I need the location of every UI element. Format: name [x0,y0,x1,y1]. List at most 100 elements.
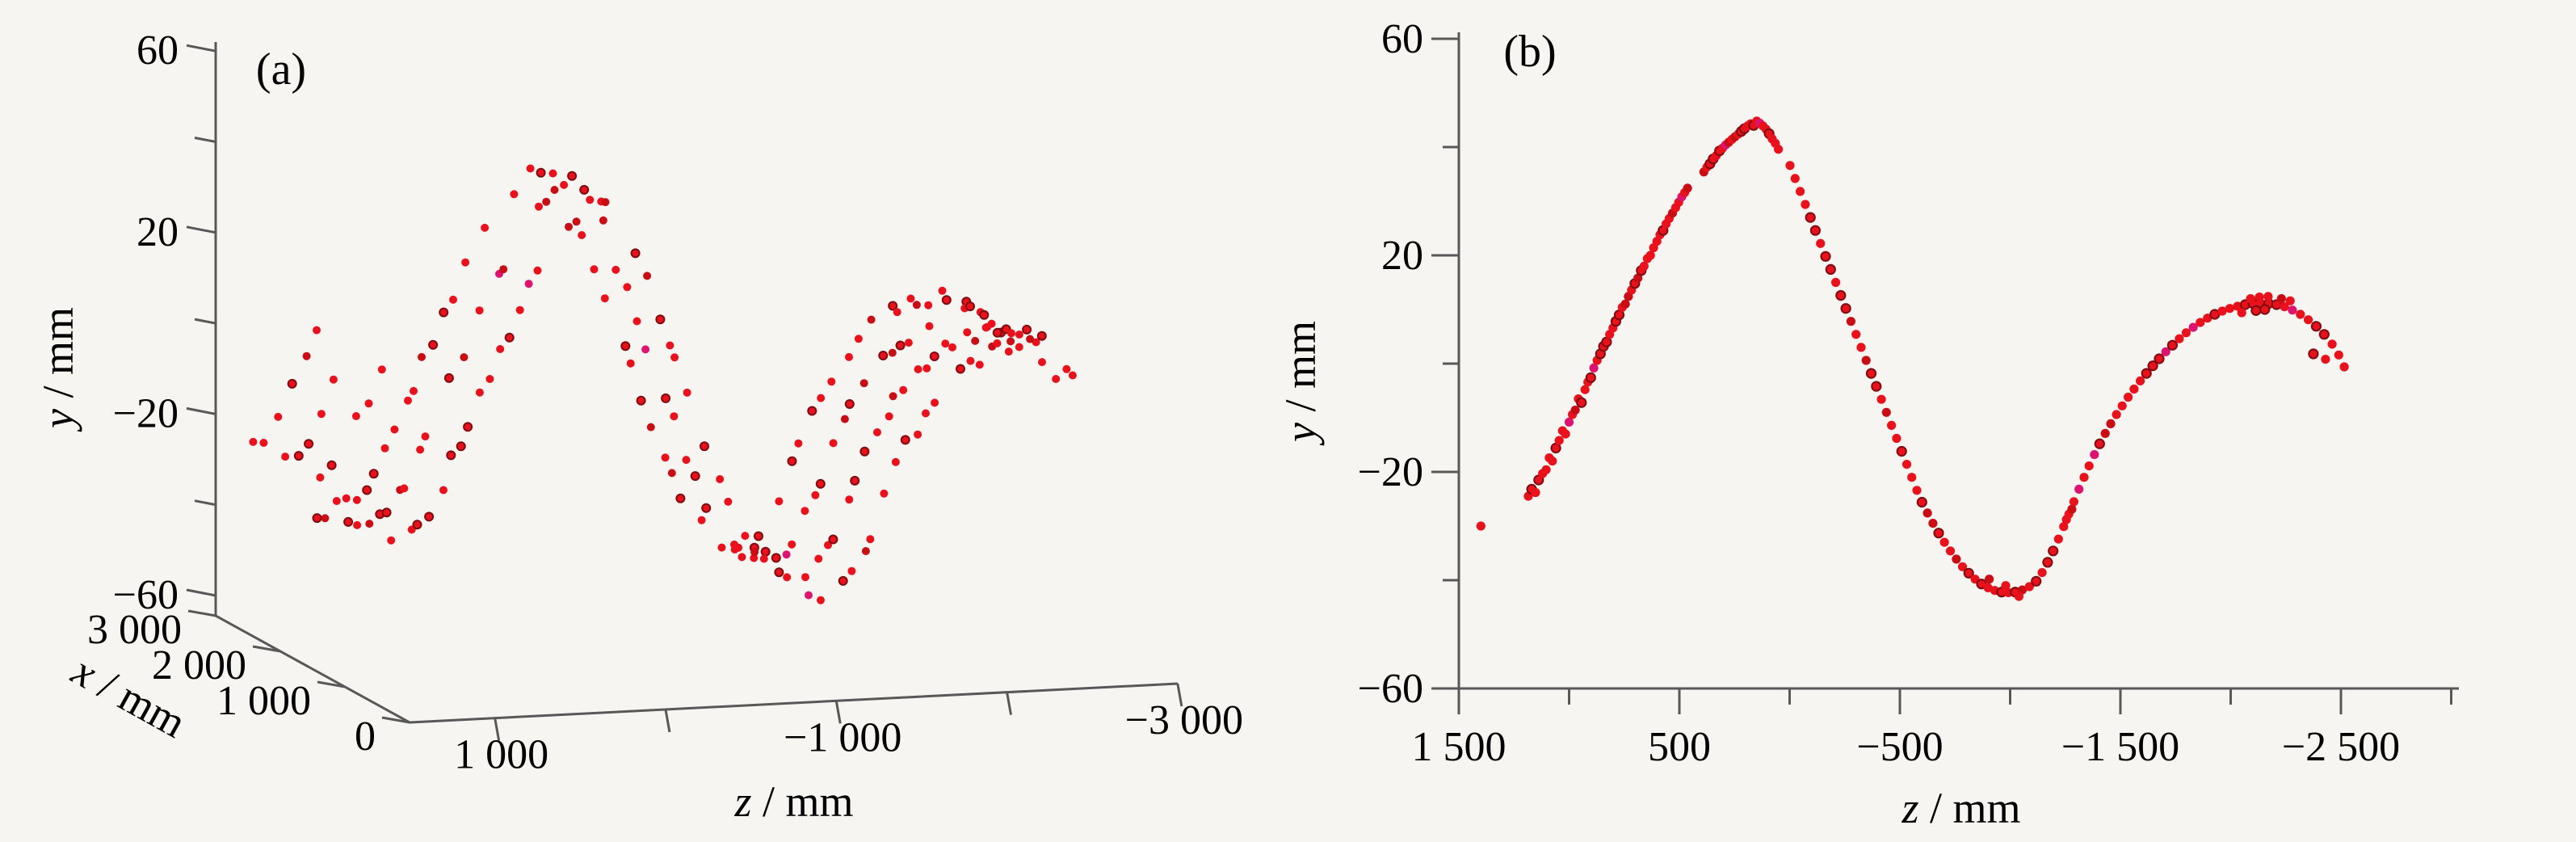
data-point [400,484,409,493]
data-point [1856,343,1866,352]
data-point [2304,315,2313,325]
data-point [626,359,635,368]
panel-a-xtick-label: 0 [355,714,376,760]
data-point [1881,407,1891,417]
data-point [2129,384,2139,394]
data-point [1589,363,1599,373]
data-point [829,439,838,448]
panel-a-y-unit: / mm [34,307,82,410]
panel-a-xtick-label: 2 000 [152,642,246,688]
data-point [2084,461,2094,471]
data-point [586,196,595,204]
data-point [661,393,671,403]
data-point [326,460,337,470]
data-point [1907,473,1917,482]
data-point [1923,508,1932,518]
data-point [845,352,853,361]
data-point [929,352,939,361]
data-point [754,531,763,541]
panel-b-ticks [1431,37,2452,714]
data-point [893,308,901,317]
data-point [2318,329,2330,340]
data-point [312,513,322,524]
data-point [2061,515,2071,524]
data-point [1036,330,1047,341]
data-point [2255,293,2264,302]
data-point [828,534,838,545]
data-point [2246,294,2255,304]
data-point [485,375,494,383]
data-point [542,197,551,206]
data-point [368,469,379,479]
data-point [1026,335,1035,343]
data-point [316,473,325,482]
panel-a-ytick-label: 60 [137,27,179,74]
data-point [1945,546,1956,556]
panel-b-x-var: z [1902,784,1919,832]
data-point [931,398,939,407]
data-point [2079,473,2089,482]
data-point [783,573,792,582]
data-point [1957,562,1968,571]
data-point [418,352,426,361]
data-point [1015,343,1023,352]
data-point [827,377,836,386]
panel-b-ytick-label: −20 [1358,449,1423,495]
data-point [948,343,956,352]
data-point [670,412,679,421]
data-point [2001,581,2011,591]
data-point [774,567,784,578]
data-point [741,532,750,541]
panel-a-xtick-label: 3 000 [87,607,182,653]
data-point [941,295,952,305]
data-point [925,322,934,330]
data-point [536,167,546,178]
data-point [630,248,641,259]
data-point [2059,522,2069,532]
data-point [1892,433,1902,444]
data-point [971,336,980,345]
data-point [533,266,542,275]
data-point [2310,321,2322,332]
data-point [661,453,670,462]
data-point [922,409,930,418]
data-point [838,575,848,586]
panel-a-z-axis-label: z / mm [734,780,853,823]
data-point [866,535,875,544]
data-point [1796,187,1805,196]
data-point [632,317,641,326]
data-point [895,340,906,351]
data-point [880,489,889,498]
data-point [646,423,655,432]
data-point [2141,368,2152,379]
data-point [380,444,389,453]
data-point [428,339,439,350]
data-point [281,453,290,461]
data-point [496,345,505,353]
data-point [1683,183,1692,193]
data-point [888,301,898,311]
data-point [2154,353,2165,364]
data-point [2285,296,2295,305]
data-point [259,439,268,447]
data-point [550,186,559,194]
panel-a-axes [214,42,1179,724]
data-point [2053,534,2063,544]
data-point [2112,410,2121,419]
data-point [2233,301,2242,311]
data-point [481,223,490,232]
panel-b-ytick-label: 20 [1381,233,1423,279]
panel-b-tick-labels: 60 20 −20 −60 1 500 500 −500 −1 500 −2 500 [1358,16,2400,770]
data-point [1585,372,1596,383]
data-point [801,507,809,516]
panel-b-tag: (b) [1503,27,1557,77]
data-point [716,475,725,483]
panel-a-ztick-label: −3 000 [1125,697,1243,743]
data-point [578,231,586,239]
data-point [854,335,863,343]
data-point [1561,429,1570,439]
panel-b-points [1476,116,2349,601]
data-point [1835,290,1847,301]
panel-a-ztick-label: 1 000 [454,732,548,778]
data-point [1476,521,1486,531]
